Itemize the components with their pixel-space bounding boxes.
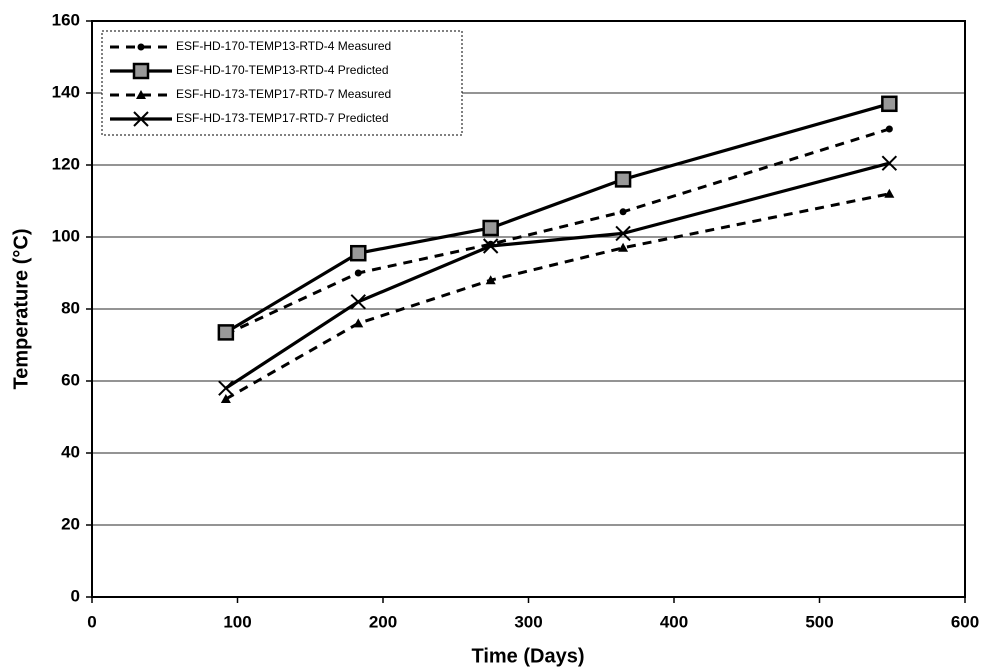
marker: [482, 219, 499, 237]
x-tick-label: 600: [951, 612, 979, 631]
legend-marker: [137, 43, 145, 51]
legend-label: ESF-HD-170-TEMP13-RTD-4 Predicted: [176, 63, 389, 77]
series-line: [224, 161, 890, 390]
y-tick-label: 20: [61, 514, 80, 533]
x-tick-label: 500: [805, 612, 833, 631]
marker: [885, 125, 893, 133]
marker: [881, 155, 898, 171]
legend-marker: [136, 90, 146, 99]
y-tick-label: 100: [52, 226, 80, 245]
legend: ESF-HD-170-TEMP13-RTD-4 Measured ESF-HD-1…: [101, 30, 463, 136]
marker: [884, 188, 895, 198]
marker: [618, 242, 629, 252]
x-tick-label: 400: [660, 612, 688, 631]
marker: [354, 269, 362, 277]
marker: [482, 238, 499, 254]
y-tick-label: 160: [52, 10, 80, 29]
marker: [353, 318, 364, 328]
marker: [217, 324, 235, 341]
y-tick-label: 0: [71, 586, 80, 605]
y-axis-title: Temperature (°C): [10, 229, 32, 390]
marker: [615, 225, 631, 242]
marker: [619, 208, 627, 216]
y-tick-label: 140: [52, 82, 80, 101]
marker: [485, 275, 496, 285]
x-tick-label: 100: [223, 612, 251, 631]
x-tick-label: 300: [514, 612, 542, 631]
y-tick-label: 40: [61, 442, 80, 461]
legend-marker: [133, 111, 149, 127]
marker: [881, 95, 898, 113]
series-line: [225, 192, 890, 401]
x-tick-label: 200: [369, 612, 397, 631]
marker: [218, 380, 234, 396]
legend-label: ESF-HD-173-TEMP17-RTD-7 Predicted: [176, 111, 389, 125]
marker: [350, 294, 366, 310]
x-axis-title: Time (Days): [471, 645, 584, 667]
legend-label: ESF-HD-170-TEMP13-RTD-4 Measured: [176, 39, 391, 53]
y-tick-label: 60: [61, 370, 80, 389]
plot-frame: [91, 20, 966, 598]
series-line: [225, 127, 890, 336]
x-tick-label: 0: [87, 612, 96, 631]
y-tick-label: 80: [61, 298, 80, 317]
marker: [350, 244, 367, 262]
legend-label: ESF-HD-173-TEMP17-RTD-7 Measured: [176, 87, 391, 101]
marker: [614, 171, 632, 188]
legend-marker: [132, 62, 150, 80]
marker: [220, 394, 231, 403]
series-line: [225, 102, 890, 334]
y-tick-label: 120: [52, 154, 80, 173]
